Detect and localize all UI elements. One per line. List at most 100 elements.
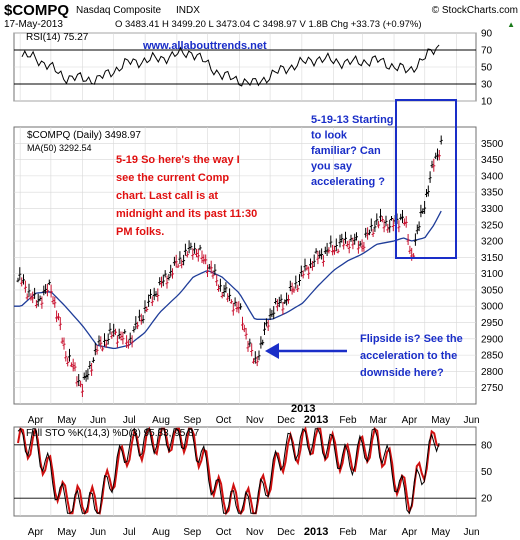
price-ytick-label: 3250 [481, 220, 504, 231]
price-bar [224, 282, 228, 293]
price-bar [64, 351, 68, 362]
sto-xtick-label: Apr [28, 527, 44, 538]
price-bar [290, 282, 294, 295]
price-bar [189, 242, 193, 250]
price-bar [307, 266, 311, 279]
quote-line: O 3483.41 H 3499.20 L 3473.04 C 3498.97 … [115, 19, 422, 30]
price-bar [356, 240, 360, 254]
price-bar [130, 335, 134, 348]
price-bar [329, 235, 333, 248]
price-bar [318, 250, 322, 259]
price-bar [371, 228, 375, 237]
price-bar [218, 278, 222, 292]
price-bar [195, 249, 198, 258]
price-bar [114, 328, 117, 336]
price-bar [231, 302, 235, 316]
annotation-line: PM folks. [116, 226, 164, 238]
price-bar [362, 242, 366, 252]
price-bar [185, 251, 189, 258]
price-bar [31, 291, 35, 304]
price-bar [57, 313, 60, 321]
price-bar [47, 279, 51, 286]
price-bar [90, 363, 94, 376]
price-bar [132, 326, 136, 333]
price-bar [377, 220, 381, 229]
logo-2013-price: 2013 [291, 403, 315, 415]
price-bar [331, 244, 335, 256]
price-bar [58, 317, 62, 331]
price-xtick-label: Dec [277, 415, 295, 426]
price-bar [228, 288, 232, 302]
acceleration-box [395, 99, 457, 259]
price-bar [432, 158, 436, 172]
price-bar [182, 254, 186, 266]
price-bar [217, 284, 220, 292]
price-bar [439, 135, 443, 145]
price-bar [149, 289, 152, 299]
rsi-panel: 10 30 50 70 90 [13, 29, 493, 108]
price-bar [285, 292, 289, 306]
price-bar [246, 340, 250, 352]
price-bar [373, 220, 377, 232]
price-bar [340, 233, 344, 243]
sto-xtick-label: Sep [183, 527, 201, 538]
price-bar [84, 370, 88, 382]
price-bar [38, 295, 42, 301]
price-bar [103, 333, 106, 347]
price-legend: $COMPQ (Daily) 3498.97 [27, 130, 141, 141]
price-ytick-label: 3100 [481, 269, 504, 280]
price-bar [27, 283, 31, 297]
price-bar [283, 299, 287, 304]
price-bar [299, 265, 303, 277]
price-bar [421, 208, 425, 214]
price-bar [358, 241, 362, 247]
price-bar [77, 374, 81, 387]
sto-xtick-label: Aug [152, 527, 170, 538]
price-bar [344, 231, 347, 244]
price-bar [327, 247, 331, 254]
price-bar [123, 329, 127, 334]
price-bar [86, 368, 90, 380]
price-bar [272, 306, 276, 320]
price-ytick-label: 2800 [481, 367, 504, 378]
annotation-line: acceleration to the [360, 350, 457, 362]
price-bar [369, 218, 373, 232]
price-bar [99, 336, 103, 349]
site-url: www.allabouttrends.net [142, 40, 267, 52]
price-bar [174, 254, 178, 268]
price-bar [220, 292, 224, 299]
price-bar [423, 201, 427, 214]
stochastic-panel: 20 50 80 Apr May Jun Jul Aug Sep Oct Nov Dec 2013 Feb… [13, 426, 493, 538]
price-ytick-label: 3500 [481, 139, 504, 150]
price-bar [404, 216, 408, 228]
price-bar [40, 296, 44, 309]
price-bar [242, 324, 246, 333]
price-bar [333, 245, 336, 255]
annotation-line: midnight and its past 11:30 [116, 208, 257, 220]
price-bar [202, 254, 206, 265]
price-bar [380, 216, 384, 223]
price-bar [325, 242, 329, 256]
price-bar [29, 293, 33, 301]
sto-ytick-label: 50 [481, 467, 493, 478]
price-bar [244, 327, 248, 340]
rsi-ytick-label: 90 [481, 29, 493, 40]
price-bar [382, 220, 386, 233]
price-xtick-label: Oct [216, 415, 232, 426]
price-bar [255, 356, 259, 367]
price-bar [213, 264, 217, 276]
price-bar [257, 350, 261, 361]
price-bar [353, 233, 357, 245]
price-bar [121, 331, 125, 345]
ma50-line [14, 210, 442, 350]
annotation-line: 5-19 So here's the way I [116, 154, 240, 166]
price-bar [88, 361, 92, 370]
price-bar [82, 372, 86, 380]
annotation-line: chart. Last call is at [116, 190, 218, 202]
price-bar [301, 270, 305, 279]
sto-ytick-label: 20 [481, 494, 493, 505]
sto-k-line [17, 427, 440, 515]
price-xtick-label: Feb [339, 415, 357, 426]
price-bar [204, 254, 208, 265]
